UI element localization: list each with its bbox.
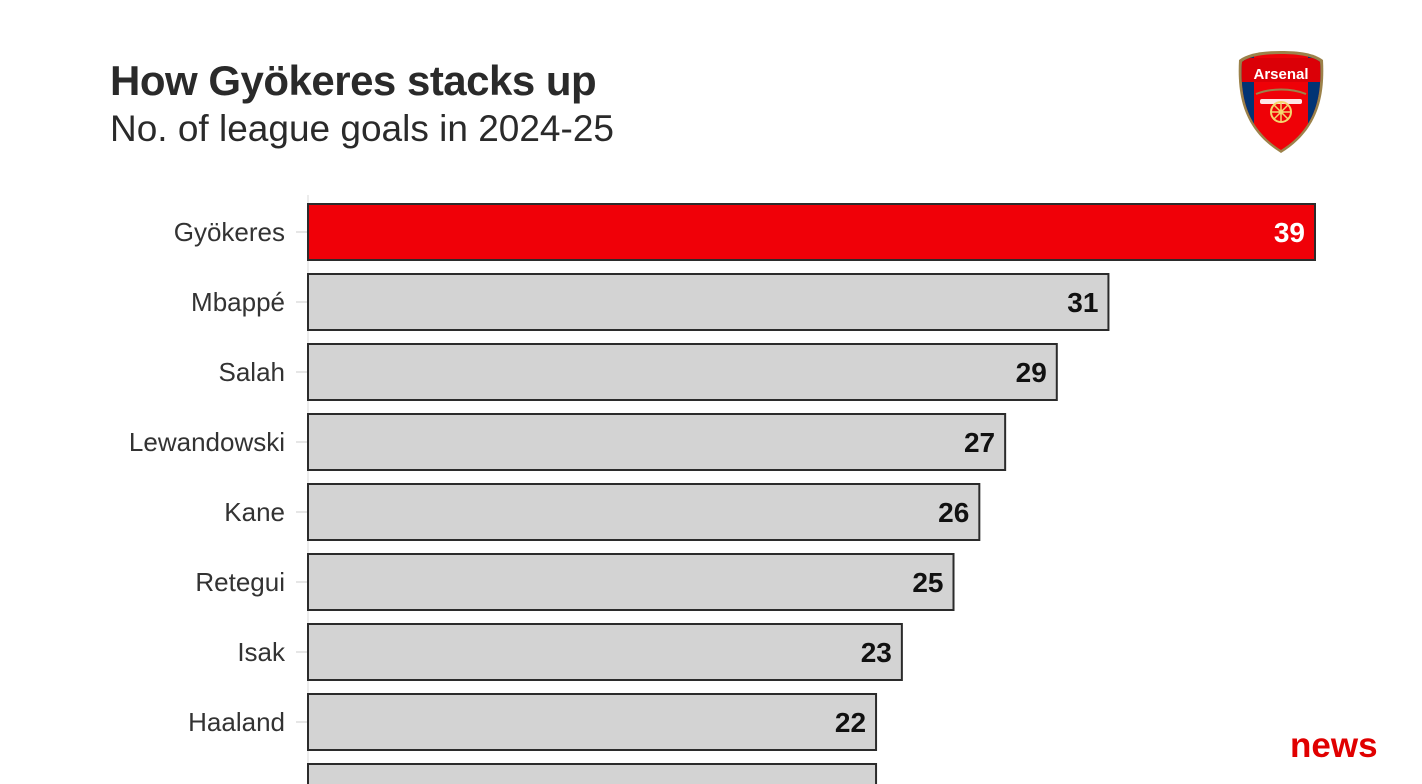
data-label: 29 <box>1016 357 1047 388</box>
bar-8 <box>307 763 878 784</box>
chart-title: How Gyökeres stacks up <box>110 57 597 104</box>
bar-2 <box>307 343 1058 401</box>
bar-1 <box>307 273 1110 331</box>
arsenal-crest-icon: Arsenal <box>1236 50 1326 154</box>
category-label: Lewandowski <box>129 427 285 457</box>
data-label: 31 <box>1067 287 1098 318</box>
category-label: Isak <box>237 637 286 667</box>
data-label: 39 <box>1274 217 1305 248</box>
data-label: 22 <box>835 707 866 738</box>
data-label: 25 <box>912 567 943 598</box>
category-label: Kane <box>224 497 285 527</box>
news-watermark: news <box>1290 726 1378 765</box>
bar-4 <box>307 483 981 541</box>
data-label: 27 <box>964 427 995 458</box>
category-label: Haaland <box>188 707 285 737</box>
category-label: Retegui <box>195 567 285 597</box>
chart-subtitle: No. of league goals in 2024-25 <box>110 108 614 149</box>
badge-wordmark: Arsenal <box>1253 66 1308 83</box>
bar-3 <box>307 413 1007 471</box>
category-label: Salah <box>219 357 286 387</box>
category-label: Mbappé <box>191 287 285 317</box>
category-label: Gyökeres <box>174 217 285 247</box>
bar-5 <box>307 553 955 611</box>
bar-6 <box>307 623 903 681</box>
data-label: 26 <box>938 497 969 528</box>
data-label: 23 <box>861 637 892 668</box>
bar-0 <box>307 203 1316 261</box>
bar-7 <box>307 693 878 751</box>
